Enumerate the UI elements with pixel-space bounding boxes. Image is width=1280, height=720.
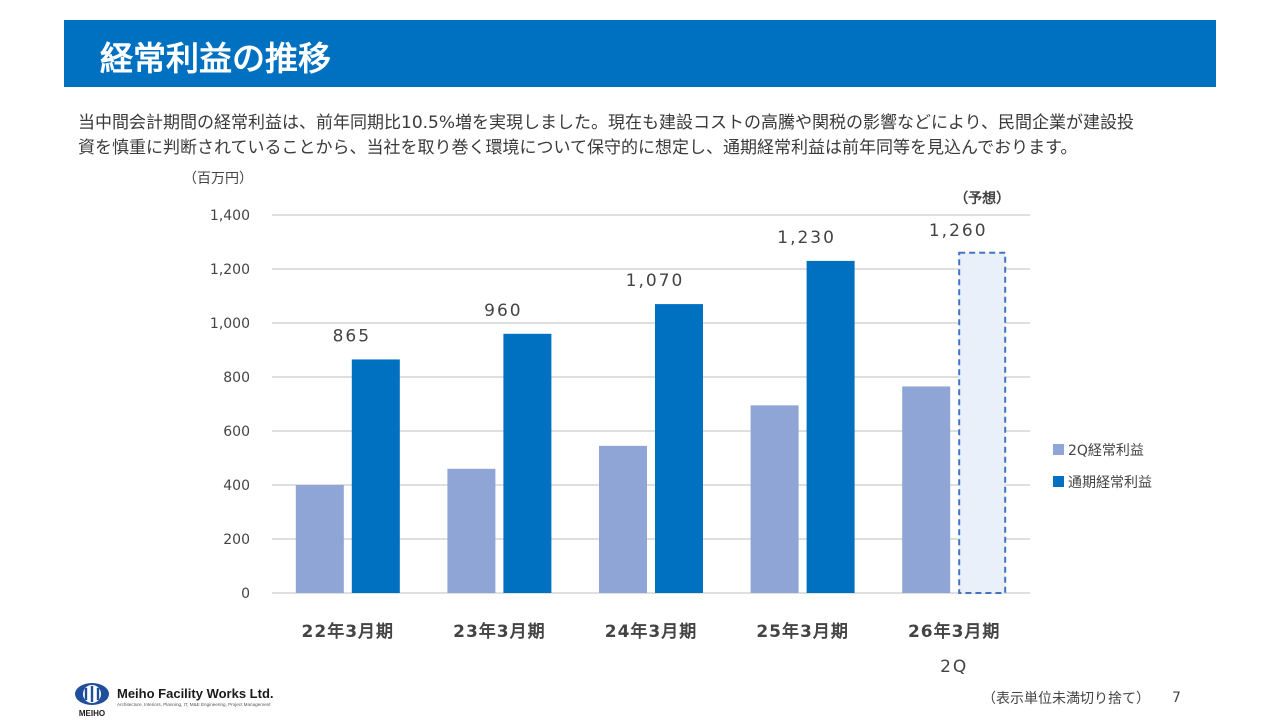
legend-label-full-year: 通期経常利益 (1068, 475, 1152, 491)
title-bar: 経常利益の推移 (64, 20, 1216, 87)
y-tick-label: 0 (241, 586, 250, 602)
y-tick-label: 600 (223, 424, 250, 440)
bar-full-year (806, 260, 855, 593)
y-tick-label: 400 (223, 478, 250, 494)
bar-2q (902, 386, 951, 593)
data-label: 865 (333, 326, 371, 346)
meiho-logo-icon: MEIHO (75, 683, 109, 718)
bar-full-year (503, 333, 552, 593)
y-tick-label: 1,400 (210, 208, 250, 224)
description-line-1: 当中間会計期間の経常利益は、前年同期比10.5%増を実現しました。現在も建設コス… (78, 113, 1134, 133)
legend-swatch-full-year (1053, 476, 1064, 487)
company-tagline: Architecture, Interiors, Planning, IT, M… (117, 702, 271, 707)
unit-note: （表示単位未満切り捨て） (982, 691, 1150, 707)
x-tick-label: 22年3月期 (302, 621, 395, 642)
bar-2q (447, 468, 496, 593)
bar-2q (599, 445, 647, 593)
legend-swatch-2q (1053, 444, 1064, 455)
data-label: 1,260 (929, 221, 988, 241)
bar-full-year (655, 304, 703, 593)
company-name: Meiho Facility Works Ltd. (117, 686, 274, 701)
data-label: 960 (484, 301, 522, 321)
bar-2q (295, 485, 344, 593)
data-label: 1,230 (777, 228, 836, 248)
y-tick-label: 200 (223, 532, 250, 548)
logo-text: MEIHO (79, 709, 105, 718)
x-tick-label: 24年3月期 (605, 621, 698, 642)
x-tick-label: 23年3月期 (453, 621, 546, 642)
bar-full-year (351, 359, 400, 593)
x-tick-sublabel: 2Q (940, 657, 968, 677)
forecast-label: （予想） (954, 190, 1010, 207)
y-unit-label: （百万円） (183, 171, 253, 187)
bar-full-year-forecast (958, 251, 1007, 595)
page-number: 7 (1172, 690, 1181, 706)
y-tick-label: 800 (223, 370, 250, 386)
y-tick-label: 1,200 (210, 262, 250, 278)
y-tick-label: 1,000 (210, 316, 250, 332)
x-tick-label: 25年3月期 (756, 621, 849, 642)
data-label: 1,070 (626, 271, 685, 291)
page-title: 経常利益の推移 (100, 39, 331, 78)
description-line-2: 資を慎重に判断されていることから、当社を取り巻く環境について保守的に想定し、通期… (78, 138, 1078, 158)
legend-label-2q: 2Q経常利益 (1068, 443, 1144, 459)
description: 当中間会計期間の経常利益は、前年同期比10.5%増を実現しました。現在も建設コス… (78, 111, 1218, 161)
x-tick-label: 26年3月期 (908, 621, 1001, 642)
bar-2q (750, 405, 799, 593)
